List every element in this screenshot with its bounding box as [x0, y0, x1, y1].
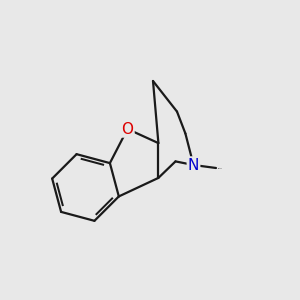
Text: N: N — [188, 158, 199, 172]
Text: methyl: methyl — [218, 167, 222, 169]
Text: O: O — [122, 122, 134, 136]
